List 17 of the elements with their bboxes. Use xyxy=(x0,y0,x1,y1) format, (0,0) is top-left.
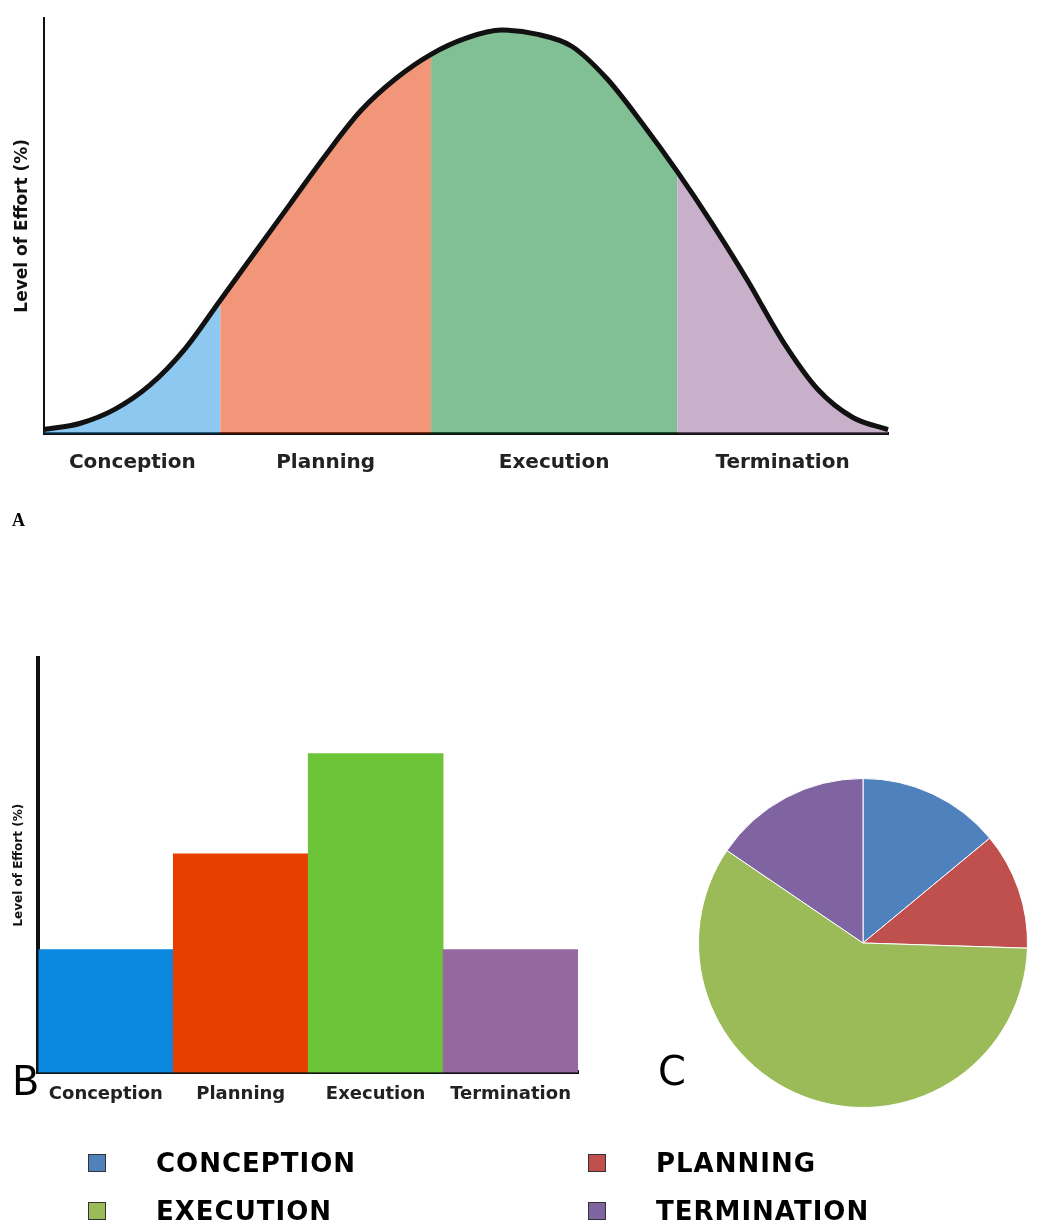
y-axis-title: Level of Effort (%) xyxy=(10,138,31,313)
series-label: Planning xyxy=(276,448,376,473)
text: A xyxy=(12,510,25,531)
legend-label: PLANNING xyxy=(656,1148,817,1178)
annotation: B xyxy=(12,1058,40,1104)
series-label: Conception xyxy=(68,448,196,473)
y-axis-title: Level of Effort (%) xyxy=(11,803,26,927)
legend-label: EXECUTION xyxy=(156,1196,333,1226)
x-tick-label: Conception xyxy=(48,1081,163,1103)
legend-label: TERMINATION xyxy=(656,1196,870,1226)
series-label: Termination xyxy=(715,448,850,473)
series-label: Execution xyxy=(498,448,610,473)
x-tick-label: Execution xyxy=(325,1081,426,1103)
legend-label: CONCEPTION xyxy=(156,1148,357,1178)
text: C xyxy=(658,1048,686,1094)
x-tick-label: Termination xyxy=(450,1081,571,1103)
x-tick-label: Planning xyxy=(196,1081,286,1103)
